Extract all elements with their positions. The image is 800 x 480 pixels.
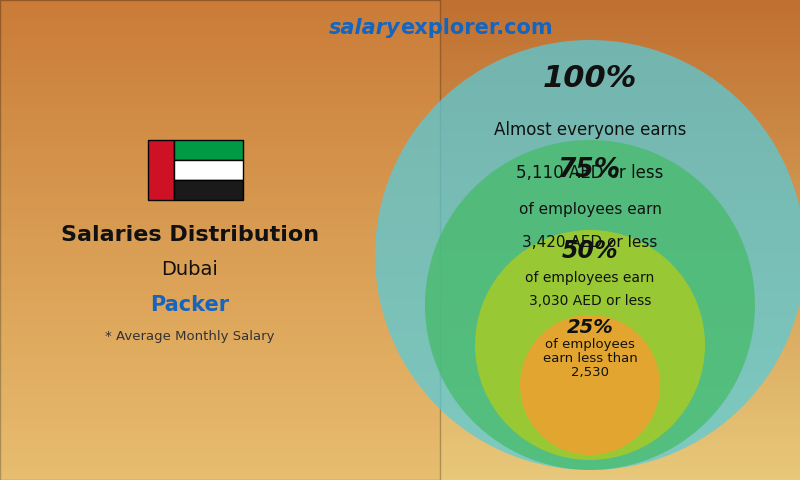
Text: 75%: 75% (558, 156, 622, 183)
Text: of employees earn: of employees earn (518, 202, 662, 217)
Text: 5,110 AED or less: 5,110 AED or less (516, 164, 664, 182)
FancyBboxPatch shape (148, 140, 174, 200)
Text: 100%: 100% (543, 64, 637, 93)
Text: of employees earn: of employees earn (526, 271, 654, 285)
Text: explorer.com: explorer.com (400, 18, 553, 38)
Text: Dubai: Dubai (162, 260, 218, 279)
Text: earn less than: earn less than (542, 352, 638, 365)
FancyBboxPatch shape (174, 140, 243, 160)
Circle shape (375, 40, 800, 470)
Text: Almost everyone earns: Almost everyone earns (494, 121, 686, 139)
Text: Packer: Packer (150, 295, 230, 315)
Text: salary: salary (328, 18, 400, 38)
Text: 25%: 25% (566, 318, 614, 337)
FancyBboxPatch shape (174, 160, 243, 180)
Text: 2,530: 2,530 (571, 366, 609, 379)
Circle shape (475, 230, 705, 460)
Circle shape (425, 140, 755, 470)
Text: 50%: 50% (562, 239, 618, 263)
Text: * Average Monthly Salary: * Average Monthly Salary (106, 330, 274, 343)
Text: of employees: of employees (545, 338, 635, 351)
Text: Salaries Distribution: Salaries Distribution (61, 225, 319, 245)
Circle shape (520, 315, 660, 455)
FancyBboxPatch shape (0, 0, 440, 480)
FancyBboxPatch shape (174, 180, 243, 200)
Text: 3,030 AED or less: 3,030 AED or less (529, 294, 651, 308)
Text: 3,420 AED or less: 3,420 AED or less (522, 235, 658, 250)
